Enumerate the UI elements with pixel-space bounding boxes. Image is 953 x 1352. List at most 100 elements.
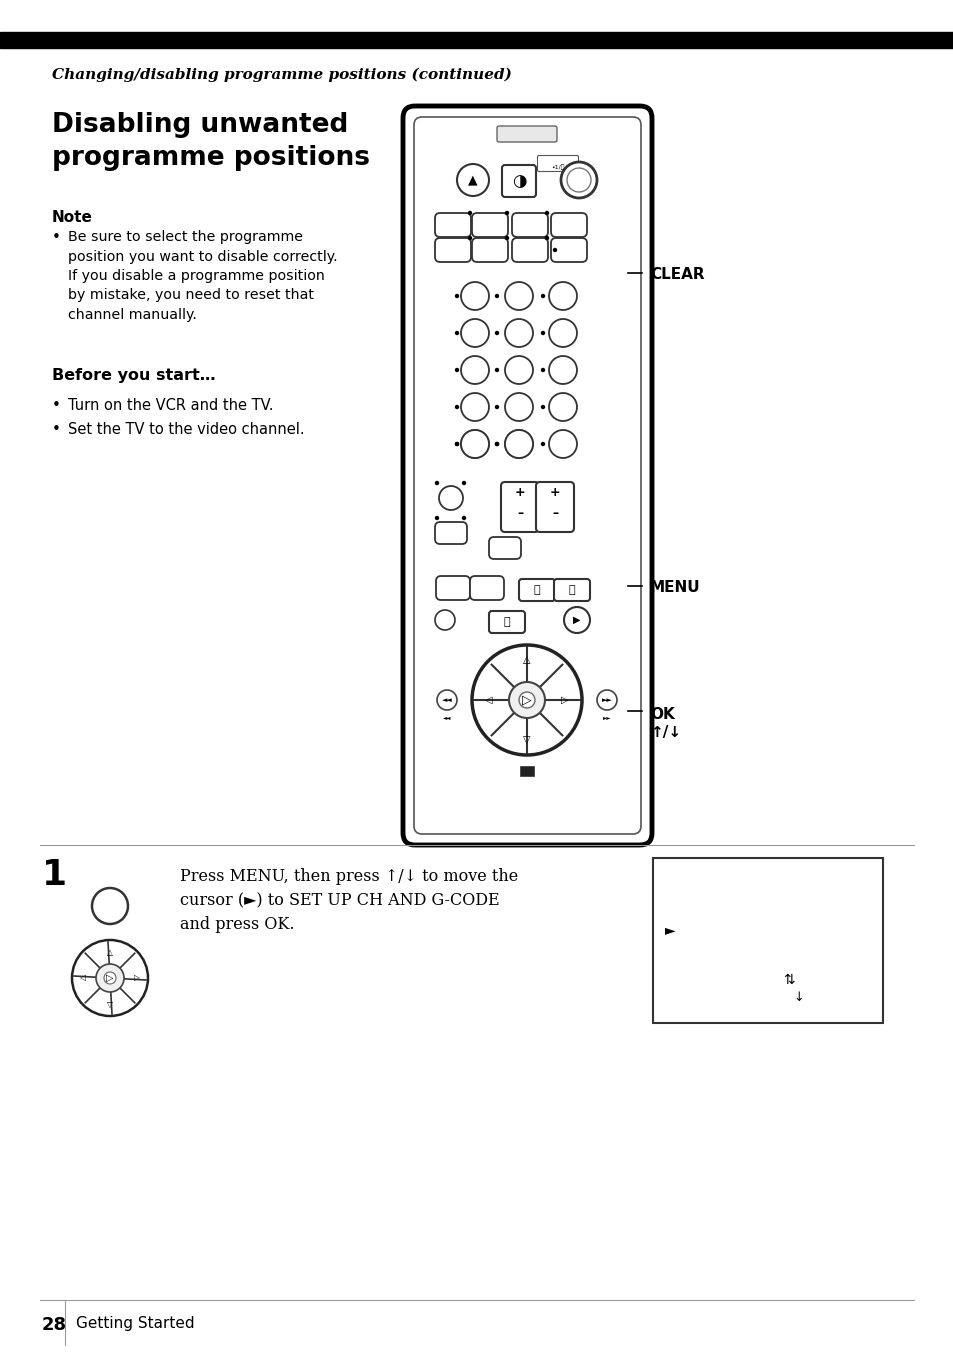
Text: ↑/↓: ↑/↓ bbox=[649, 725, 680, 740]
Circle shape bbox=[71, 940, 148, 1015]
FancyBboxPatch shape bbox=[497, 126, 557, 142]
Text: cursor (►) to SET UP CH AND G-CODE: cursor (►) to SET UP CH AND G-CODE bbox=[180, 892, 499, 909]
Text: Getting Started: Getting Started bbox=[76, 1315, 194, 1330]
Circle shape bbox=[455, 369, 458, 372]
FancyBboxPatch shape bbox=[470, 576, 503, 600]
Text: and press OK.: and press OK. bbox=[180, 917, 294, 933]
Circle shape bbox=[548, 283, 577, 310]
FancyBboxPatch shape bbox=[512, 238, 547, 262]
Text: Set the TV to the video channel.: Set the TV to the video channel. bbox=[68, 422, 304, 437]
Text: Disabling unwanted: Disabling unwanted bbox=[52, 112, 348, 138]
Circle shape bbox=[548, 430, 577, 458]
Text: Press MENU, then press ↑/↓ to move the: Press MENU, then press ↑/↓ to move the bbox=[180, 868, 517, 886]
Text: •1/⏻: •1/⏻ bbox=[551, 164, 564, 169]
Text: ◄◄: ◄◄ bbox=[441, 698, 452, 703]
Circle shape bbox=[541, 331, 544, 334]
Circle shape bbox=[455, 442, 458, 446]
Text: Before you start…: Before you start… bbox=[52, 368, 215, 383]
Bar bbox=[519, 767, 534, 776]
FancyBboxPatch shape bbox=[551, 214, 586, 237]
Text: ⏸: ⏸ bbox=[503, 617, 510, 627]
Circle shape bbox=[468, 237, 471, 239]
Text: 1: 1 bbox=[42, 859, 67, 892]
Circle shape bbox=[560, 162, 597, 197]
Circle shape bbox=[495, 295, 498, 297]
Text: ⇅: ⇅ bbox=[782, 973, 794, 987]
Circle shape bbox=[566, 168, 590, 192]
Circle shape bbox=[541, 442, 544, 446]
FancyBboxPatch shape bbox=[472, 238, 507, 262]
Circle shape bbox=[509, 681, 544, 718]
Circle shape bbox=[455, 331, 458, 334]
Text: –: – bbox=[552, 507, 558, 519]
Text: ▽: ▽ bbox=[107, 999, 112, 1009]
Text: ▷: ▷ bbox=[134, 973, 140, 983]
Circle shape bbox=[438, 485, 462, 510]
Circle shape bbox=[495, 369, 498, 372]
Text: ◑: ◑ bbox=[511, 172, 526, 191]
Circle shape bbox=[495, 442, 498, 446]
Circle shape bbox=[504, 430, 533, 458]
Text: ▽: ▽ bbox=[522, 735, 530, 745]
Text: CLEAR: CLEAR bbox=[649, 266, 704, 283]
Circle shape bbox=[460, 393, 489, 420]
Text: •: • bbox=[52, 397, 61, 412]
Bar bbox=[652, 859, 882, 1023]
Circle shape bbox=[505, 211, 508, 215]
Text: ◄◄: ◄◄ bbox=[442, 715, 451, 721]
Circle shape bbox=[504, 283, 533, 310]
Text: ►►: ►► bbox=[601, 698, 612, 703]
Text: ►: ► bbox=[664, 923, 675, 937]
Text: Changing/disabling programme positions (continued): Changing/disabling programme positions (… bbox=[52, 68, 512, 82]
Circle shape bbox=[548, 393, 577, 420]
Circle shape bbox=[456, 164, 489, 196]
Circle shape bbox=[455, 442, 458, 446]
FancyBboxPatch shape bbox=[435, 214, 471, 237]
Circle shape bbox=[495, 442, 498, 446]
Circle shape bbox=[495, 331, 498, 334]
Text: +: + bbox=[549, 487, 559, 499]
Circle shape bbox=[436, 690, 456, 710]
Text: ↓: ↓ bbox=[792, 991, 802, 1005]
FancyBboxPatch shape bbox=[414, 118, 640, 834]
Text: ▷: ▷ bbox=[106, 973, 113, 983]
Text: –: – bbox=[517, 507, 522, 519]
FancyBboxPatch shape bbox=[554, 579, 589, 602]
FancyBboxPatch shape bbox=[518, 579, 555, 602]
Text: ◁: ◁ bbox=[485, 695, 493, 704]
Circle shape bbox=[548, 356, 577, 384]
FancyBboxPatch shape bbox=[501, 165, 536, 197]
FancyBboxPatch shape bbox=[512, 214, 547, 237]
Text: ⏪: ⏪ bbox=[533, 585, 539, 595]
Text: programme positions: programme positions bbox=[52, 145, 370, 170]
Circle shape bbox=[460, 283, 489, 310]
Text: +: + bbox=[515, 487, 525, 499]
Text: ▲: ▲ bbox=[468, 173, 477, 187]
Text: ▷: ▷ bbox=[560, 695, 568, 704]
FancyBboxPatch shape bbox=[489, 611, 524, 633]
FancyBboxPatch shape bbox=[536, 483, 574, 531]
Text: OK: OK bbox=[649, 707, 674, 722]
Circle shape bbox=[460, 356, 489, 384]
Circle shape bbox=[545, 211, 548, 215]
Text: •: • bbox=[52, 422, 61, 437]
Text: ▶: ▶ bbox=[573, 615, 580, 625]
Circle shape bbox=[504, 430, 533, 458]
Circle shape bbox=[455, 295, 458, 297]
Text: Be sure to select the programme
position you want to disable correctly.
If you d: Be sure to select the programme position… bbox=[68, 230, 337, 322]
Text: △: △ bbox=[107, 948, 112, 956]
Text: ⏩: ⏩ bbox=[568, 585, 575, 595]
Circle shape bbox=[462, 481, 465, 484]
Bar bbox=[0, 32, 953, 49]
Text: 28: 28 bbox=[42, 1315, 67, 1334]
Circle shape bbox=[504, 319, 533, 347]
Circle shape bbox=[541, 406, 544, 408]
Circle shape bbox=[541, 295, 544, 297]
Circle shape bbox=[597, 690, 617, 710]
Circle shape bbox=[460, 430, 489, 458]
Text: MENU: MENU bbox=[649, 580, 700, 595]
Circle shape bbox=[504, 393, 533, 420]
Circle shape bbox=[541, 369, 544, 372]
Circle shape bbox=[460, 430, 489, 458]
Circle shape bbox=[462, 516, 465, 519]
